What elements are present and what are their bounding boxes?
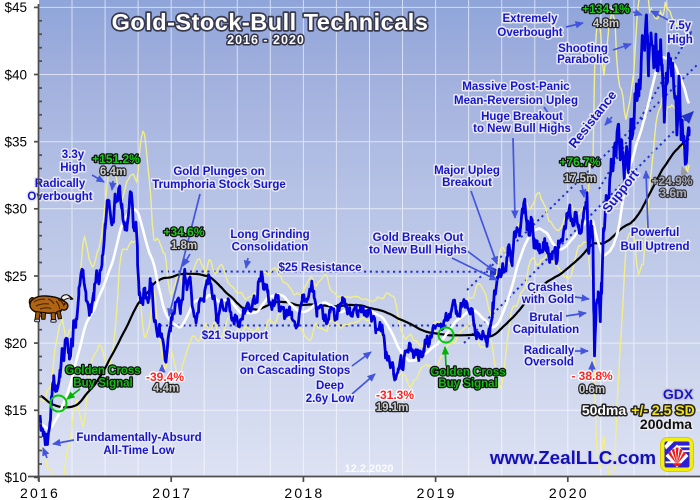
- svg-text:-39.4%: -39.4%: [146, 370, 184, 384]
- svg-text:Oversold: Oversold: [524, 357, 574, 369]
- svg-text:$40: $40: [4, 67, 27, 82]
- svg-text:High: High: [667, 34, 693, 46]
- svg-text:$10: $10: [4, 470, 27, 485]
- svg-text:+134.1%: +134.1%: [582, 2, 630, 16]
- svg-text:-31.3%: -31.3%: [376, 388, 414, 402]
- svg-text:High: High: [60, 162, 86, 174]
- svg-text:Golden Cross: Golden Cross: [430, 367, 505, 379]
- svg-text:$30: $30: [4, 202, 27, 217]
- svg-text:to New Bull Highs: to New Bull Highs: [473, 123, 571, 135]
- svg-text:$45: $45: [4, 0, 27, 15]
- svg-text:$20: $20: [4, 336, 27, 351]
- svg-text:on Cascading Stops: on Cascading Stops: [240, 365, 351, 377]
- svg-text:Extremely: Extremely: [503, 13, 559, 25]
- svg-text:Powerful: Powerful: [631, 227, 680, 239]
- svg-text:50dma: 50dma: [582, 402, 627, 418]
- svg-text:Breakout: Breakout: [442, 177, 492, 189]
- svg-text:www.ZealLLC.com: www.ZealLLC.com: [489, 447, 656, 468]
- svg-text:Consolidation: Consolidation: [232, 242, 309, 254]
- svg-text:12.2.2020: 12.2.2020: [345, 463, 394, 475]
- svg-text:6.4m: 6.4m: [100, 166, 126, 178]
- svg-text:Mean-Reversion Upleg: Mean-Reversion Upleg: [454, 95, 578, 107]
- svg-text:4.8m: 4.8m: [593, 18, 619, 30]
- svg-text:200dma: 200dma: [640, 416, 692, 432]
- svg-text:to New Bull Highs: to New Bull Highs: [369, 245, 467, 257]
- svg-text:Buy Signal: Buy Signal: [73, 378, 132, 390]
- svg-text:2016: 2016: [20, 485, 60, 500]
- svg-text:Overbought: Overbought: [497, 27, 562, 39]
- svg-text:Trumphoria Stock Surge: Trumphoria Stock Surge: [152, 179, 286, 191]
- svg-text:Capitulation: Capitulation: [513, 324, 579, 336]
- svg-text:Golden Cross: Golden Cross: [65, 365, 140, 377]
- svg-text:Long Grinding: Long Grinding: [230, 229, 309, 241]
- svg-text:- 38.8%: - 38.8%: [571, 369, 613, 383]
- svg-text:Gold Breaks Out: Gold Breaks Out: [373, 232, 464, 244]
- svg-text:Huge Breakout: Huge Breakout: [481, 111, 563, 123]
- svg-text:Shooting: Shooting: [558, 43, 608, 55]
- svg-text:3.3y: 3.3y: [62, 149, 85, 161]
- svg-text:with Gold: with Gold: [521, 294, 574, 306]
- svg-text:Radically: Radically: [35, 178, 86, 190]
- svg-text:Deep: Deep: [316, 380, 344, 392]
- svg-text:Gold Plunges on: Gold Plunges on: [173, 166, 264, 178]
- svg-text:Bull Uptrend: Bull Uptrend: [621, 241, 690, 253]
- svg-text:$25: $25: [4, 269, 27, 284]
- svg-text:3.6m: 3.6m: [659, 186, 686, 200]
- svg-text:Radically: Radically: [524, 345, 575, 357]
- svg-text:+76.7%: +76.7%: [559, 155, 600, 169]
- svg-text:2020: 2020: [549, 485, 589, 500]
- svg-text:$15: $15: [4, 403, 27, 418]
- svg-text:Overbought: Overbought: [27, 191, 92, 203]
- svg-text:Massive Post-Panic: Massive Post-Panic: [462, 81, 570, 93]
- svg-text:+151.2%: +151.2%: [92, 152, 140, 166]
- svg-text:4.4m: 4.4m: [153, 383, 179, 395]
- svg-text:+24.9%: +24.9%: [651, 174, 692, 188]
- svg-text:All-Time Low: All-Time Low: [103, 445, 174, 457]
- svg-text:2019: 2019: [417, 485, 457, 500]
- svg-text:$35: $35: [4, 135, 27, 150]
- svg-text:GDX: GDX: [663, 386, 694, 402]
- svg-text:Fundamentally-Absurd: Fundamentally-Absurd: [76, 432, 201, 444]
- svg-text:Crashes: Crashes: [527, 282, 572, 294]
- svg-text:Gold-Stock-Bull Technicals: Gold-Stock-Bull Technicals: [112, 9, 429, 35]
- svg-text:+/- 2.5 SD: +/- 2.5 SD: [631, 402, 694, 418]
- svg-text:Major Upleg: Major Upleg: [434, 165, 500, 177]
- svg-text:17.5m: 17.5m: [564, 173, 597, 185]
- svg-text:7.5y: 7.5y: [669, 20, 692, 32]
- svg-text:1.8m: 1.8m: [171, 240, 197, 252]
- svg-text:$21 Support: $21 Support: [202, 330, 269, 342]
- svg-text:Brutal: Brutal: [529, 312, 562, 324]
- svg-text:Forced Capitulation: Forced Capitulation: [241, 352, 349, 364]
- svg-text:Parabolic: Parabolic: [557, 54, 609, 66]
- svg-text:2017: 2017: [152, 485, 192, 500]
- svg-text:0.6m: 0.6m: [579, 384, 605, 396]
- svg-text:2.6y Low: 2.6y Low: [306, 393, 355, 405]
- svg-text:Buy Signal: Buy Signal: [438, 378, 497, 390]
- svg-text:2016 - 2020: 2016 - 2020: [227, 33, 305, 47]
- svg-text:$25 Resistance: $25 Resistance: [278, 262, 361, 274]
- svg-text:+34.6%: +34.6%: [163, 225, 204, 239]
- svg-text:19.1m: 19.1m: [376, 402, 409, 414]
- svg-text:2018: 2018: [284, 485, 324, 500]
